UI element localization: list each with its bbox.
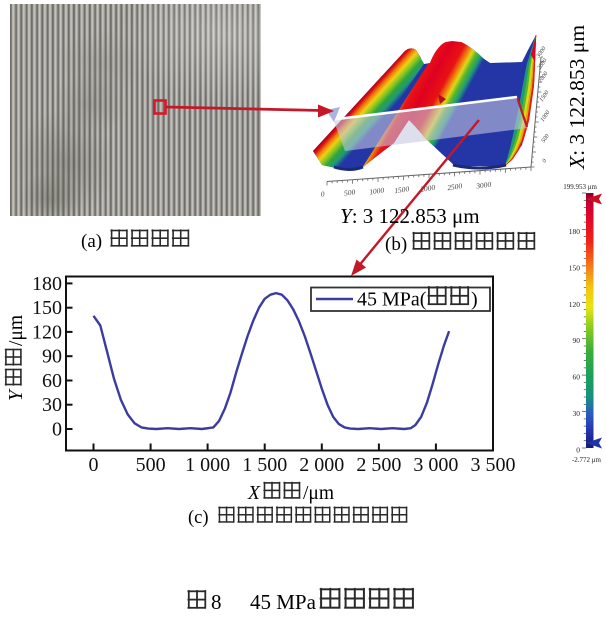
svg-text:120: 120 (32, 321, 62, 343)
svg-text:3 500: 3 500 (471, 454, 516, 476)
svg-text:/μm: /μm (303, 483, 334, 504)
svg-text:0: 0 (320, 189, 325, 198)
svg-text:500: 500 (136, 454, 166, 476)
svg-text:0: 0 (542, 158, 549, 164)
svg-text:): ) (471, 289, 478, 311)
svg-text:0: 0 (52, 419, 62, 441)
svg-text:180: 180 (32, 273, 62, 295)
svg-text:X: X (247, 483, 261, 504)
svg-text:150: 150 (32, 297, 62, 319)
svg-text:3 000: 3 000 (413, 454, 458, 476)
svg-text:X: 3 122.853 μm: X: 3 122.853 μm (565, 25, 589, 170)
svg-text:60: 60 (573, 373, 581, 382)
svg-text:45 MPa(: 45 MPa( (357, 289, 427, 311)
svg-text:3000: 3000 (475, 180, 492, 191)
svg-text:1 500: 1 500 (242, 454, 287, 476)
svg-text:2 000: 2 000 (299, 454, 344, 476)
svg-text:60: 60 (42, 370, 62, 392)
svg-text:0: 0 (576, 446, 580, 455)
svg-text:2 500: 2 500 (356, 454, 401, 476)
svg-text:/μm: /μm (6, 315, 27, 346)
svg-text:180: 180 (569, 227, 581, 236)
svg-text:(c): (c) (188, 508, 209, 528)
svg-text:1000: 1000 (540, 110, 552, 123)
svg-text:45 MPa: 45 MPa (250, 590, 317, 614)
svg-text:(b): (b) (385, 234, 407, 255)
svg-text:2500: 2500 (447, 181, 463, 192)
svg-text:120: 120 (569, 300, 581, 309)
svg-text:500: 500 (343, 187, 356, 198)
svg-text:1000: 1000 (369, 185, 385, 196)
svg-text:199.953 μm: 199.953 μm (563, 183, 597, 191)
svg-text:90: 90 (42, 346, 62, 368)
svg-text:1 000: 1 000 (185, 454, 230, 476)
svg-text:30: 30 (42, 394, 62, 416)
svg-text:2500: 2500 (537, 58, 549, 71)
svg-text:Y: Y (6, 388, 27, 401)
svg-text:30: 30 (573, 409, 581, 418)
svg-text:-2.772 μm: -2.772 μm (572, 456, 602, 464)
svg-text:1500: 1500 (539, 90, 551, 103)
svg-text:Y: 3 122.853 μm: Y: 3 122.853 μm (340, 204, 480, 228)
svg-text:(a): (a) (81, 231, 102, 252)
svg-text:90: 90 (573, 336, 581, 345)
svg-text:2000: 2000 (420, 183, 436, 194)
svg-text:3000: 3000 (535, 46, 547, 60)
svg-text:150: 150 (569, 263, 581, 272)
svg-text:500: 500 (541, 133, 551, 144)
svg-text:1500: 1500 (394, 184, 410, 195)
svg-text:8: 8 (211, 590, 222, 614)
svg-text:2000: 2000 (538, 71, 550, 84)
svg-text:0: 0 (89, 454, 99, 476)
